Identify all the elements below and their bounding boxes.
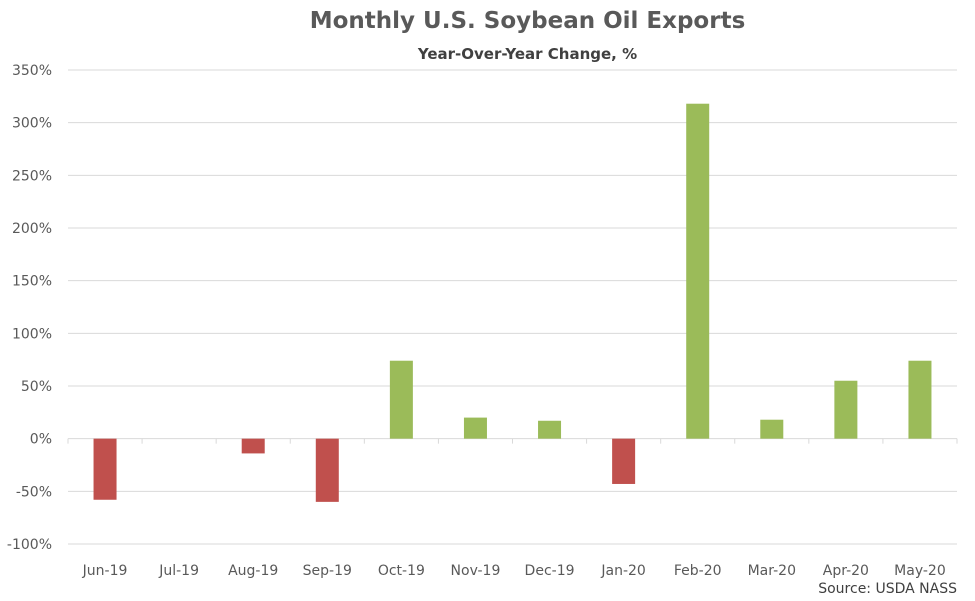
y-tick-label: 200% — [12, 221, 52, 237]
y-tick-label: 50% — [21, 379, 52, 395]
x-tick-label: Aug-19 — [228, 563, 278, 579]
bar — [760, 419, 784, 439]
y-tick-label: 350% — [12, 63, 52, 79]
source-note: Source: USDA NASS — [818, 581, 957, 597]
y-tick-label: 250% — [12, 168, 52, 184]
bar — [389, 360, 413, 439]
y-tick-label: 150% — [12, 274, 52, 290]
y-tick-label: 0% — [30, 432, 52, 448]
chart-title: Monthly U.S. Soybean Oil Exports — [309, 8, 746, 34]
y-tick-label: 100% — [12, 326, 52, 342]
bar — [612, 438, 636, 484]
y-tick-label: 300% — [12, 116, 52, 132]
x-tick-label: Oct-19 — [378, 563, 425, 579]
x-tick-label: Jul-19 — [158, 563, 199, 579]
y-tick-label: -100% — [7, 537, 52, 553]
x-tick-label: Jun-19 — [82, 563, 128, 579]
bar — [686, 103, 710, 439]
x-tick-label: Jan-20 — [600, 563, 645, 579]
bar — [834, 380, 858, 439]
bar — [538, 420, 562, 439]
x-tick-label: Dec-19 — [525, 563, 575, 579]
bar — [463, 417, 487, 439]
x-tick-label: Nov-19 — [451, 563, 501, 579]
bar — [315, 438, 339, 502]
chart-subtitle: Year-Over-Year Change, % — [417, 45, 638, 63]
x-tick-label: Apr-20 — [823, 563, 869, 579]
bar — [93, 438, 117, 500]
bar — [241, 438, 265, 454]
y-tick-label: -50% — [16, 484, 52, 500]
bar — [908, 360, 932, 439]
x-tick-label: May-20 — [894, 563, 946, 579]
x-tick-label: Mar-20 — [748, 563, 796, 579]
x-tick-label: Feb-20 — [674, 563, 722, 579]
x-tick-label: Sep-19 — [303, 563, 352, 579]
